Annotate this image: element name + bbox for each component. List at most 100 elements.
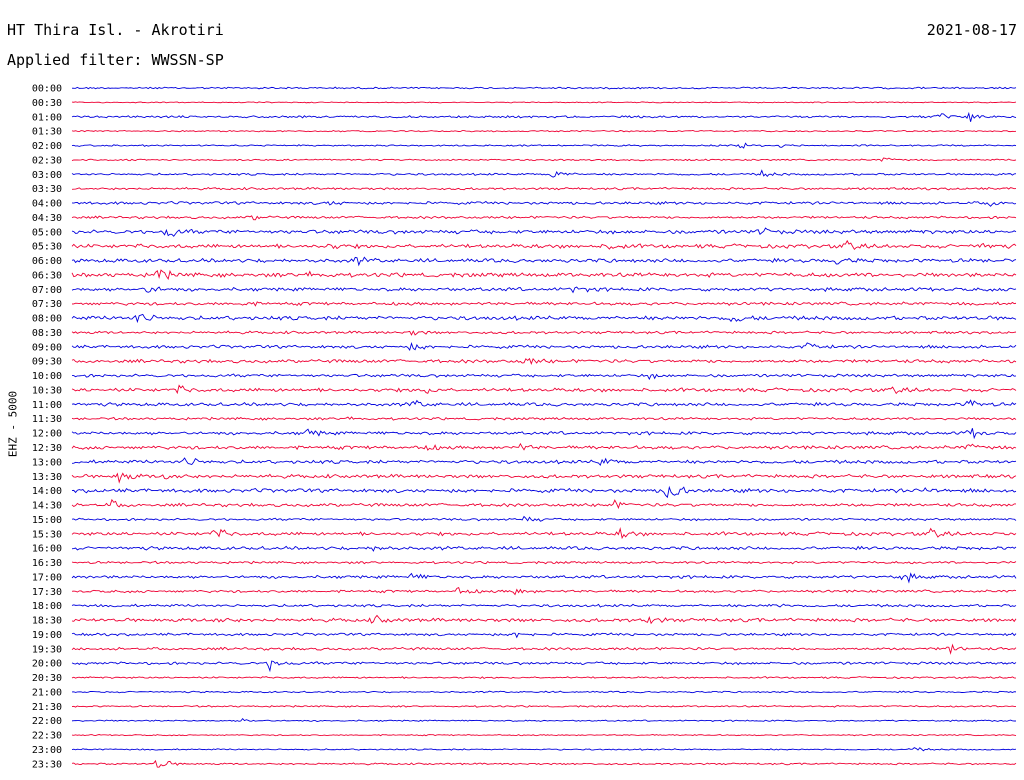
station-title: HT Thira Isl. - Akrotiri — [7, 21, 224, 39]
trace-line — [71, 342, 1017, 352]
time-label: 13:30 — [32, 472, 62, 483]
time-label: 09:00 — [32, 342, 62, 353]
time-label: 15:00 — [32, 515, 62, 526]
trace-line — [71, 704, 1017, 708]
trace-line — [71, 498, 1017, 510]
time-label: 04:30 — [32, 213, 62, 224]
trace-line — [71, 515, 1017, 522]
time-label: 14:00 — [32, 486, 62, 497]
time-label: 05:30 — [32, 242, 62, 253]
time-label: 19:30 — [32, 644, 62, 655]
time-label: 12:30 — [32, 443, 62, 454]
time-label: 17:00 — [32, 572, 62, 583]
time-label: 20:00 — [32, 659, 62, 670]
trace-line — [71, 286, 1017, 294]
trace-line — [71, 526, 1017, 540]
trace-line — [71, 357, 1017, 366]
trace-line — [71, 560, 1017, 565]
time-label: 18:00 — [32, 601, 62, 612]
trace-line — [71, 86, 1017, 90]
time-label: 03:00 — [32, 170, 62, 181]
trace-line — [71, 572, 1017, 584]
time-label: 07:30 — [32, 299, 62, 310]
time-label: 14:30 — [32, 501, 62, 512]
trace-line — [71, 269, 1017, 280]
time-label: 08:00 — [32, 314, 62, 325]
time-label: 01:30 — [32, 127, 62, 138]
time-label: 21:30 — [32, 702, 62, 713]
trace-line — [71, 586, 1017, 596]
time-label: 15:30 — [32, 529, 62, 540]
trace-line — [71, 227, 1017, 237]
time-label: 17:30 — [32, 587, 62, 598]
trace-line — [71, 200, 1017, 207]
time-label: 02:00 — [32, 141, 62, 152]
trace-line — [71, 614, 1017, 625]
time-label: 07:00 — [32, 285, 62, 296]
trace-line — [71, 384, 1017, 395]
time-label: 20:30 — [32, 673, 62, 684]
record-date: 2021-08-17 — [926, 21, 1017, 39]
trace-line — [71, 660, 1017, 673]
time-labels: 00:00 00:30 01:00 01:30 02:00 02:30 03:00 03:30… — [32, 84, 62, 771]
trace-line — [71, 169, 1017, 178]
time-label: 05:00 — [32, 227, 62, 238]
time-label: 23:30 — [32, 759, 62, 770]
trace-line — [71, 373, 1017, 381]
time-label: 10:30 — [32, 385, 62, 396]
trace-line — [71, 733, 1017, 737]
time-label: 00:30 — [32, 98, 62, 109]
trace-line — [71, 717, 1017, 723]
trace-line — [71, 643, 1017, 655]
trace-line — [71, 399, 1017, 407]
trace-line — [71, 330, 1017, 336]
trace-line — [71, 157, 1017, 162]
time-label: 04:00 — [32, 199, 62, 210]
trace-line — [71, 545, 1017, 552]
time-label: 08:30 — [32, 328, 62, 339]
time-label: 06:30 — [32, 270, 62, 281]
trace-line — [71, 472, 1017, 484]
time-label: 11:30 — [32, 414, 62, 425]
time-label: 16:00 — [32, 544, 62, 555]
trace-line — [71, 129, 1017, 133]
trace-line — [71, 301, 1017, 307]
time-label: 11:00 — [32, 400, 62, 411]
time-label: 21:00 — [32, 687, 62, 698]
trace-line — [71, 428, 1017, 440]
trace-line — [71, 632, 1017, 639]
trace-line — [71, 442, 1017, 451]
trace-line — [71, 186, 1017, 191]
time-label: 13:00 — [32, 457, 62, 468]
time-label: 06:00 — [32, 256, 62, 267]
time-label: 03:30 — [32, 184, 62, 195]
time-label: 19:00 — [32, 630, 62, 641]
applied-filter-label: Applied filter: WWSSN-SP — [7, 51, 224, 69]
trace-line — [71, 759, 1017, 768]
trace-line — [71, 457, 1017, 467]
trace-line — [71, 101, 1017, 104]
time-label: 00:00 — [32, 84, 62, 95]
time-label: 16:30 — [32, 558, 62, 569]
trace-line — [71, 256, 1017, 267]
trace-line — [71, 142, 1017, 149]
trace-line — [71, 676, 1017, 680]
trace-line — [71, 690, 1017, 694]
time-label: 23:00 — [32, 745, 62, 756]
trace-line — [71, 416, 1017, 421]
trace-line — [71, 215, 1017, 221]
time-label: 12:00 — [32, 429, 62, 440]
trace-line — [71, 313, 1017, 324]
time-label: 01:00 — [32, 112, 62, 123]
trace-line — [71, 111, 1017, 122]
time-label: 10:00 — [32, 371, 62, 382]
trace-line — [71, 603, 1017, 608]
seismic-traces — [71, 86, 1017, 768]
time-label: 18:30 — [32, 616, 62, 627]
time-label: 22:30 — [32, 731, 62, 742]
time-label: 09:30 — [32, 357, 62, 368]
trace-line — [71, 239, 1017, 251]
time-label: 22:00 — [32, 716, 62, 727]
time-label: 02:30 — [32, 155, 62, 166]
